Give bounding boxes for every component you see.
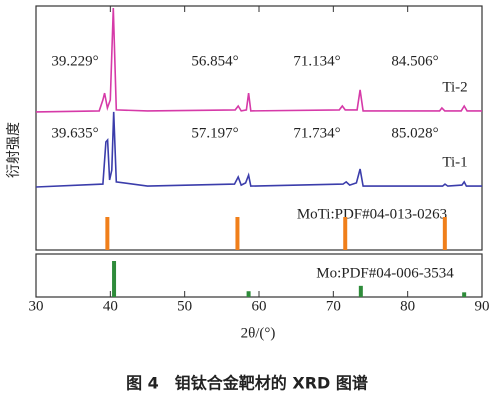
reference-peak bbox=[442, 217, 447, 250]
series-label: Ti-2 bbox=[442, 79, 467, 95]
reference-peak bbox=[343, 217, 348, 250]
reference-label: MoTi:PDF#04-013-0263 bbox=[297, 206, 447, 222]
peak-label: 71.734° bbox=[293, 125, 340, 141]
peak-label: 84.506° bbox=[391, 53, 438, 69]
reference-peak bbox=[112, 261, 117, 297]
peak-label: 39.635° bbox=[51, 125, 98, 141]
peak-label: 57.197° bbox=[191, 125, 238, 141]
x-axis-label: 2θ/(°) bbox=[241, 325, 276, 341]
peak-label: 56.854° bbox=[191, 53, 238, 69]
x-tick-label: 30 bbox=[29, 298, 44, 314]
y-axis-label: 衍射强度 bbox=[6, 122, 22, 178]
reference-peak bbox=[246, 291, 251, 297]
peak-label: 71.134° bbox=[293, 53, 340, 69]
reference-peak bbox=[235, 217, 240, 250]
series-label: Ti-1 bbox=[442, 154, 467, 170]
reference-label: Mo:PDF#04-006-3534 bbox=[316, 265, 454, 281]
reference-peak bbox=[358, 285, 363, 297]
peak-label: 85.028° bbox=[391, 125, 438, 141]
caption: 图 4 钼钛合金靶材的 XRD 图谱 bbox=[126, 374, 368, 393]
reference-peak bbox=[105, 217, 110, 250]
x-tick-label: 90 bbox=[475, 298, 490, 314]
reference-peak bbox=[462, 292, 467, 297]
peak-label: 39.229° bbox=[51, 53, 98, 69]
xrd-curve bbox=[35, 111, 482, 188]
x-tick-label: 50 bbox=[177, 298, 192, 314]
x-tick-label: 80 bbox=[400, 298, 415, 314]
xrd-curve bbox=[35, 7, 482, 113]
x-tick-label: 60 bbox=[252, 298, 267, 314]
x-tick-label: 70 bbox=[326, 298, 341, 314]
x-tick-label: 40 bbox=[103, 298, 118, 314]
